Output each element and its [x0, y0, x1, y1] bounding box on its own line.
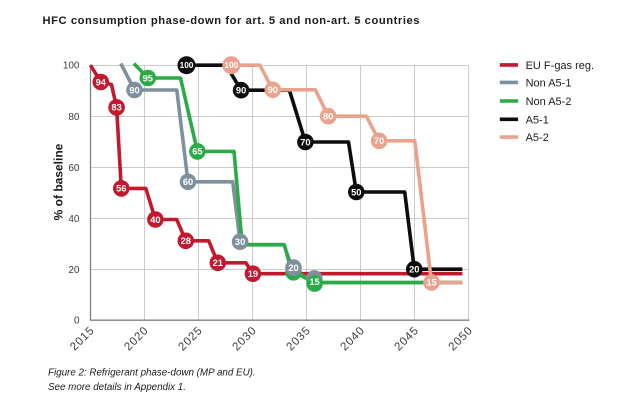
- svg-text:70: 70: [300, 137, 310, 147]
- svg-text:60: 60: [68, 163, 80, 174]
- svg-text:50: 50: [351, 187, 361, 197]
- svg-text:A5-2: A5-2: [526, 132, 549, 144]
- svg-text:0: 0: [74, 316, 80, 327]
- svg-text:20: 20: [68, 265, 80, 276]
- svg-text:83: 83: [111, 103, 121, 113]
- svg-text:40: 40: [68, 214, 80, 225]
- svg-text:95: 95: [143, 73, 153, 83]
- svg-text:60: 60: [183, 177, 193, 187]
- svg-text:21: 21: [213, 258, 223, 268]
- svg-text:19: 19: [248, 269, 258, 279]
- svg-text:Non A5-1: Non A5-1: [526, 77, 572, 89]
- svg-text:HFC consumption phase-down for: HFC consumption phase-down for art. 5 an…: [43, 15, 420, 27]
- svg-text:40: 40: [150, 215, 160, 225]
- svg-text:100: 100: [224, 60, 238, 70]
- svg-text:80: 80: [68, 112, 80, 123]
- svg-text:EU F-gas reg.: EU F-gas reg.: [526, 60, 594, 72]
- svg-text:90: 90: [268, 85, 278, 95]
- svg-text:100: 100: [180, 60, 194, 70]
- svg-text:20: 20: [288, 263, 298, 273]
- svg-text:80: 80: [323, 112, 333, 122]
- svg-text:30: 30: [235, 237, 245, 247]
- svg-text:% of baseline: % of baseline: [52, 143, 66, 220]
- svg-text:15: 15: [426, 278, 436, 288]
- svg-text:Non A5-2: Non A5-2: [526, 96, 572, 108]
- svg-text:90: 90: [129, 85, 139, 95]
- svg-text:65: 65: [192, 147, 202, 157]
- svg-text:28: 28: [181, 236, 191, 246]
- svg-text:15: 15: [309, 277, 319, 287]
- svg-text:20: 20: [409, 265, 419, 275]
- svg-text:100: 100: [63, 61, 80, 72]
- svg-text:70: 70: [374, 136, 384, 146]
- svg-text:Figure 2: Refrigerant phase-do: Figure 2: Refrigerant phase-down (MP and…: [48, 368, 256, 379]
- svg-text:94: 94: [96, 77, 107, 87]
- svg-text:See more details in Appendix 1: See more details in Appendix 1.: [48, 382, 186, 393]
- svg-text:56: 56: [116, 184, 126, 194]
- svg-text:A5-1: A5-1: [526, 114, 549, 126]
- svg-text:90: 90: [236, 86, 246, 96]
